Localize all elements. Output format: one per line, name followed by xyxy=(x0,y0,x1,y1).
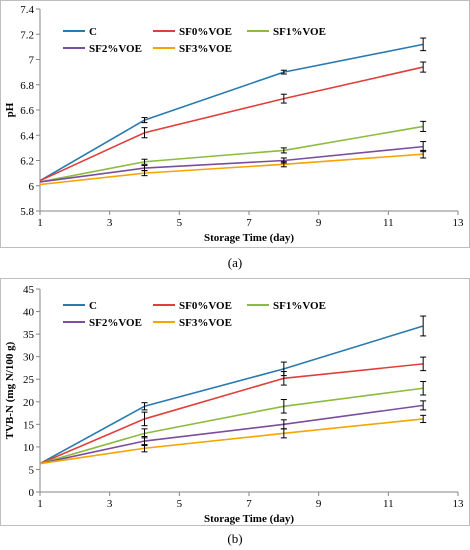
y-tick-label: 45 xyxy=(23,284,35,296)
y-tick-label: 6 xyxy=(29,181,35,193)
legend-label-c: C xyxy=(89,300,97,312)
y-tick-label: 20 xyxy=(23,397,35,409)
y-tick-label: 6.8 xyxy=(20,80,34,92)
x-tick-label: 5 xyxy=(177,498,183,510)
x-tick-label: 11 xyxy=(383,217,394,229)
y-tick-label: 40 xyxy=(23,307,35,319)
legend-label-sf2pctvoe: SF2%VOE xyxy=(89,317,142,329)
y-tick-label: 15 xyxy=(23,419,35,431)
legend-label-sf1pctvoe: SF1%VOE xyxy=(273,26,326,38)
y-tick-label: 0 xyxy=(29,487,35,499)
y-tick-label: 7.4 xyxy=(20,4,34,16)
tvbn-chart-caption: (b) xyxy=(227,531,243,546)
x-tick-label: 3 xyxy=(107,498,113,510)
series-line-sf2pctvoe xyxy=(39,145,424,183)
x-tick-label: 3 xyxy=(107,217,113,229)
ph-chart-panel: 5.8 6 6.2 6.4 6.6 6.8 7 7.2 7.4 1 3 5 7 9 11 13 Storage … xyxy=(0,0,470,248)
legend-label-sf2pctvoe: SF2%VOE xyxy=(89,43,142,55)
y-axis-label: pH xyxy=(4,102,16,117)
ph-chart-caption: (a) xyxy=(227,255,243,270)
y-axis-label: TVB-N (mg N/100 g) xyxy=(4,341,16,439)
series-line-sf1pctvoe xyxy=(39,387,424,465)
series-line-c xyxy=(39,43,424,182)
y-tick-label: 30 xyxy=(23,352,35,364)
x-tick-label: 7 xyxy=(246,217,252,229)
y-tick-label: 10 xyxy=(23,442,35,454)
x-axis-label: Storage Time (day) xyxy=(204,232,294,244)
y-tick-label: 25 xyxy=(23,374,35,386)
series-line-sf0pctvoe xyxy=(39,363,424,465)
x-tick-label: 9 xyxy=(316,217,322,229)
y-tick-label: 35 xyxy=(23,329,35,341)
legend-label-sf3pctvoe: SF3%VOE xyxy=(179,317,232,329)
y-tick-label: 6.6 xyxy=(20,105,34,117)
x-tick-label: 11 xyxy=(383,498,394,510)
legend-label-sf0pctvoe: SF0%VOE xyxy=(179,300,232,312)
y-tick-label: 6.2 xyxy=(20,156,34,168)
x-tick-label: 13 xyxy=(453,217,465,229)
x-tick-label: 7 xyxy=(246,498,252,510)
y-tick-label: 5 xyxy=(29,464,35,476)
series-line-sf3pctvoe xyxy=(39,153,424,186)
y-tick-label: 6.4 xyxy=(20,130,34,142)
legend-label-c: C xyxy=(89,26,97,38)
series-line-sf2pctvoe xyxy=(39,404,424,465)
x-tick-label: 1 xyxy=(37,498,43,510)
x-tick-label: 13 xyxy=(453,498,465,510)
x-axis-label: Storage Time (day) xyxy=(204,513,294,525)
tvbn-chart-panel: 0 5 10 15 20 25 30 35 40 45 1 3 5 7 9 11 13 Storage Time … xyxy=(0,278,470,526)
y-tick-label: 7 xyxy=(29,55,35,67)
x-tick-label: 9 xyxy=(316,498,322,510)
x-tick-label: 5 xyxy=(177,217,183,229)
legend-label-sf1pctvoe: SF1%VOE xyxy=(273,300,326,312)
series-line-sf0pctvoe xyxy=(39,66,424,182)
series-line-sf3pctvoe xyxy=(39,418,424,465)
series-line-sf1pctvoe xyxy=(39,125,424,183)
legend-label-sf3pctvoe: SF3%VOE xyxy=(179,43,232,55)
series-line-c xyxy=(39,325,424,465)
x-tick-label: 1 xyxy=(37,217,43,229)
legend-label-sf0pctvoe: SF0%VOE xyxy=(179,26,232,38)
y-tick-label: 5.8 xyxy=(20,206,34,218)
ph-chart: 5.866.26.46.66.877.27.41 3 5 7 9 11 13Storage … xyxy=(4,4,465,244)
y-tick-label: 7.2 xyxy=(20,29,34,41)
